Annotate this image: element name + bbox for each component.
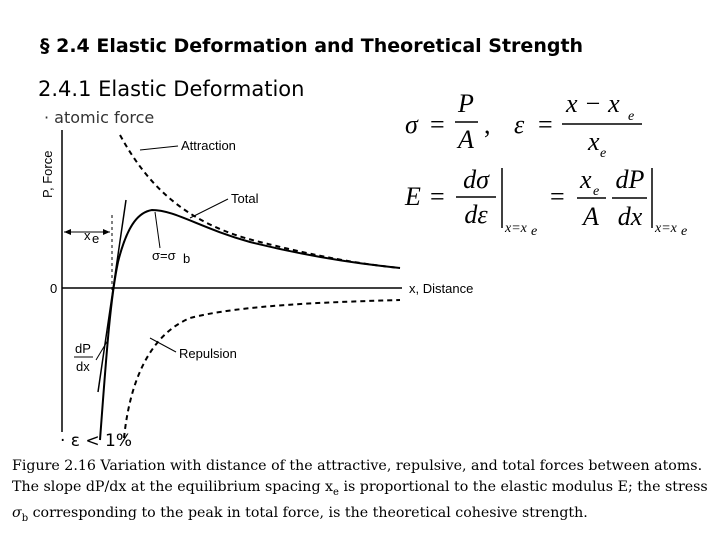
eq-token: x=x bbox=[504, 221, 528, 236]
title: § 2.4 Elastic Deformation and Theoretica… bbox=[40, 35, 583, 57]
leader-line bbox=[154, 211, 161, 249]
leader-line bbox=[95, 339, 109, 361]
eq-token: ε bbox=[514, 110, 525, 139]
slope-label: dx bbox=[76, 359, 90, 374]
origin-label: 0 bbox=[50, 281, 57, 296]
caption-text: Figure 2.16 Variation with distance of t… bbox=[12, 458, 703, 495]
curve-label: Attraction bbox=[181, 138, 236, 153]
repulsion-curve bbox=[123, 299, 401, 439]
eq-token: x bbox=[579, 165, 592, 194]
eq-token: e bbox=[531, 224, 537, 239]
equation: σ = P A , ε = x − x e x e bbox=[405, 89, 642, 161]
eq-token: dP bbox=[616, 165, 645, 194]
eq-token: σ bbox=[405, 110, 419, 139]
eq-token: dε bbox=[464, 200, 488, 229]
eq-token: A bbox=[581, 202, 599, 231]
eq-token: = bbox=[550, 182, 565, 211]
caption-text: corresponding to the peak in total force… bbox=[28, 504, 588, 521]
caption-subscript: e bbox=[333, 486, 339, 498]
eq-token: A bbox=[456, 125, 474, 154]
eq-token: e bbox=[628, 109, 634, 124]
eq-token: e bbox=[593, 184, 599, 199]
eq-token: x=x bbox=[654, 221, 678, 236]
eq-token: x bbox=[587, 127, 600, 156]
caption: Figure 2.16 Variation with distance of t… bbox=[12, 456, 712, 529]
eq-token: = bbox=[538, 110, 553, 139]
slope-label: dP bbox=[75, 341, 91, 356]
eq-token: dσ bbox=[463, 165, 490, 194]
equation: E = dσ dε x=x e = x e A dP dx x=x e bbox=[404, 165, 687, 239]
y-axis-label: P, Force bbox=[40, 151, 55, 198]
curve-label: Repulsion bbox=[179, 346, 237, 361]
total-curve bbox=[99, 208, 401, 441]
subtitle: 2.4.1 Elastic Deformation bbox=[38, 77, 304, 101]
caption-text: is proportional to the elastic modulus E… bbox=[338, 479, 708, 495]
bullet: · atomic force bbox=[44, 108, 154, 127]
leader-line bbox=[139, 145, 179, 151]
peak-label: σ=σ bbox=[152, 248, 176, 263]
caption-symbol: σ bbox=[12, 504, 22, 521]
eq-token: dx bbox=[618, 202, 643, 231]
curve-label: Total bbox=[231, 191, 259, 206]
bullet: · ε < 1% bbox=[60, 431, 132, 451]
leader-line bbox=[189, 198, 229, 219]
equilibrium-label: e bbox=[92, 231, 99, 246]
force-diagram bbox=[61, 130, 402, 441]
leader-line bbox=[149, 337, 177, 353]
x-axis-label: x, Distance bbox=[409, 281, 473, 296]
eq-token: e bbox=[600, 146, 606, 161]
eq-token: = bbox=[430, 110, 445, 139]
eq-token: E bbox=[404, 182, 421, 211]
caption-subscript: b bbox=[21, 512, 29, 524]
slope-line bbox=[97, 199, 127, 393]
eq-token: e bbox=[681, 224, 687, 239]
peak-label: b bbox=[183, 251, 190, 266]
eq-token: = bbox=[430, 182, 445, 211]
eq-token: x − x bbox=[565, 89, 620, 118]
eq-token: P bbox=[457, 89, 474, 118]
eq-token: , bbox=[484, 110, 491, 139]
equilibrium-label: x bbox=[84, 228, 91, 243]
